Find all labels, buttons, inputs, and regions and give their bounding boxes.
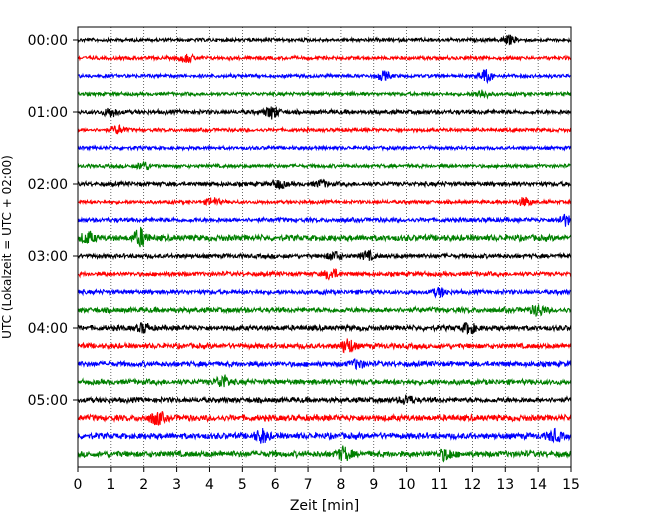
trace-0330 [77,286,572,299]
x-tick-label: 8 [336,477,345,493]
trace-0100 [77,106,571,120]
trace-0145 [77,160,571,171]
x-tick-label: 2 [139,477,148,493]
trace-0445 [77,374,572,388]
y-tick-label: 05:00 [28,393,68,409]
x-tick-label: 6 [271,477,280,493]
trace-0000 [77,34,571,46]
trace-0530 [77,427,572,444]
y-axis: 00:00 01:00 02:00 03:00 04:00 05:00 [28,33,78,409]
x-tick-label: 9 [369,477,378,493]
y-tick-label: 01:00 [28,105,68,121]
y-tick-label: 03:00 [28,249,68,265]
trace-0130 [77,144,572,152]
x-tick-label: 11 [431,477,449,493]
trace-0430 [77,358,572,371]
trace-0500 [77,394,572,405]
x-tick-label: 12 [463,477,481,493]
trace-0300 [77,248,572,261]
trace-0415 [77,338,572,354]
x-tick-label: 7 [304,477,313,493]
trace-0545 [77,445,572,463]
x-tick-label: 5 [238,477,247,493]
y-tick-label: 00:00 [28,33,68,49]
trace-0200 [77,178,572,190]
trace-0215 [77,196,572,207]
x-tick-label: 4 [205,477,214,493]
trace-0045 [77,89,572,100]
x-tick-label: 13 [496,477,514,493]
x-tick-label: 10 [398,477,416,493]
x-axis: 0 1 2 3 4 5 6 7 8 9 10 11 12 13 14 15 [74,467,580,493]
trace-0030 [77,69,572,85]
trace-0245 [77,226,572,248]
plot-frame [77,26,572,468]
y-tick-label: 04:00 [28,321,68,337]
x-tick-label: 15 [562,477,580,493]
trace-0115 [77,123,572,135]
trace-0515 [77,410,572,426]
y-axis-label: UTC (Lokalzeit = UTC + 02:00) [0,155,14,339]
y-tick-label: 02:00 [28,177,68,193]
trace-0230 [77,213,572,227]
trace-0015 [77,52,572,64]
x-tick-label: 14 [529,477,547,493]
x-axis-label: Zeit [min] [290,498,359,514]
trace-0345 [77,304,572,317]
x-tick-label: 0 [74,477,83,493]
trace-group [77,34,572,463]
x-tick-label: 1 [106,477,115,493]
vertical-grid [110,27,539,467]
trace-0315 [78,268,572,281]
x-tick-label: 3 [172,477,181,493]
trace-0400 [77,322,572,335]
